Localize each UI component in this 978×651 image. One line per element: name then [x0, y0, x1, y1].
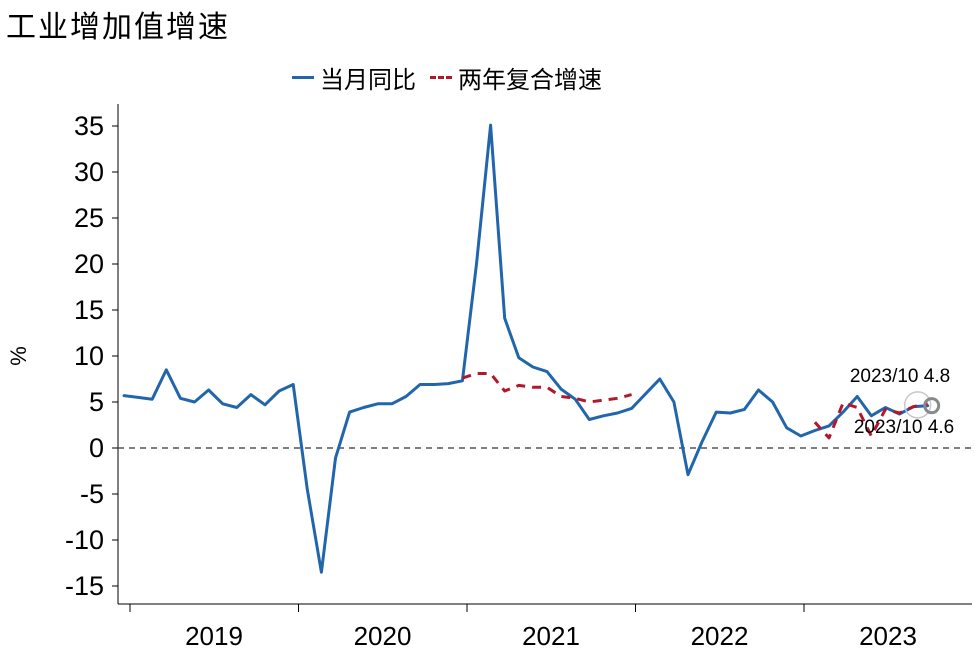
y-tick-label: 10: [74, 341, 104, 371]
annotation-label: 2023/10 4.8: [850, 366, 950, 387]
series-line-two-year-cagr: [813, 401, 928, 440]
y-tick-label: -10: [65, 525, 104, 555]
series-line-monthly-yoy: [122, 123, 930, 574]
legend-swatch-dashed: [430, 75, 452, 79]
y-tick-label: 15: [74, 295, 104, 325]
highlight-marker-monthly: [923, 397, 941, 415]
legend-item-monthly-yoy: 当月同比: [292, 60, 416, 95]
y-axis-label: %: [6, 346, 31, 366]
y-tick-label: -15: [65, 571, 104, 601]
legend-item-two-year-cagr: 两年复合增速: [430, 60, 602, 95]
x-tick-label: 2023: [859, 621, 917, 651]
y-tick-label: 0: [89, 433, 104, 463]
y-tick-label: 5: [89, 387, 104, 417]
y-tick-label: -5: [80, 479, 104, 509]
legend: 当月同比 两年复合增速: [292, 60, 616, 94]
chart-title: 工业增加值增速: [6, 10, 230, 45]
highlight-ring-two-year: [903, 391, 932, 419]
legend-label-monthly-yoy: 当月同比: [320, 65, 416, 94]
legend-label-two-year-cagr: 两年复合增速: [458, 65, 602, 94]
y-tick-label: 25: [74, 203, 104, 233]
y-tick-label: 20: [74, 249, 104, 279]
x-tick-label: 2020: [354, 621, 412, 651]
legend-swatch-solid: [292, 75, 314, 79]
x-tick-label: 2022: [691, 621, 749, 651]
y-tick-label: 35: [74, 111, 104, 141]
x-tick-label: 2021: [522, 621, 580, 651]
series-line-two-year-cagr: [461, 372, 632, 404]
y-tick-label: 30: [74, 157, 104, 187]
x-tick-label: 2019: [185, 621, 243, 651]
annotation-label: 2023/10 4.6: [854, 417, 954, 438]
